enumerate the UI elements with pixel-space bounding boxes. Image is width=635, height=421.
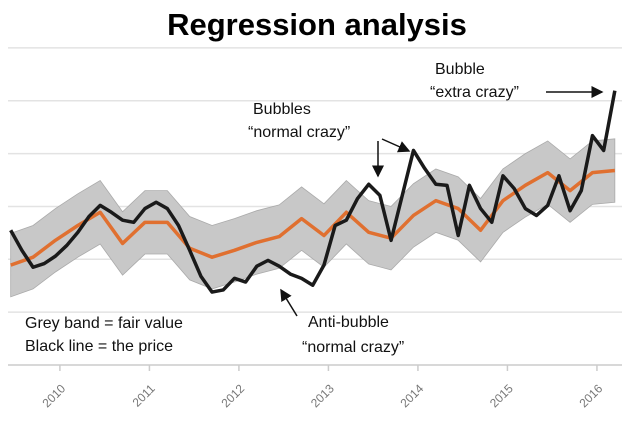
- annotation: Bubbles: [253, 101, 311, 118]
- annotation: Anti-bubble: [308, 314, 389, 331]
- annotation: “normal crazy”: [302, 339, 404, 356]
- x-tick-label: 2015: [487, 381, 516, 410]
- annotation: “normal crazy”: [248, 124, 350, 141]
- chart-title: Regression analysis: [167, 7, 467, 42]
- x-tick-label: 2016: [577, 381, 606, 410]
- x-tick-label: 2014: [398, 381, 427, 410]
- annotation: Bubble: [435, 61, 485, 78]
- annotation: “extra crazy”: [430, 84, 519, 101]
- x-tick-label: 2011: [130, 381, 158, 409]
- arrow: [280, 288, 298, 317]
- arrow: [381, 138, 411, 153]
- x-tick-label: 2012: [219, 381, 248, 410]
- x-tick-label: 2013: [308, 381, 337, 410]
- series-line: [10, 168, 616, 267]
- series-line: [9, 90, 617, 294]
- fair-value-band: [10, 138, 616, 298]
- annotation: Grey band = fair value: [25, 315, 183, 332]
- annotation: Black line = the price: [25, 338, 173, 355]
- x-tick-label: 2010: [39, 381, 68, 410]
